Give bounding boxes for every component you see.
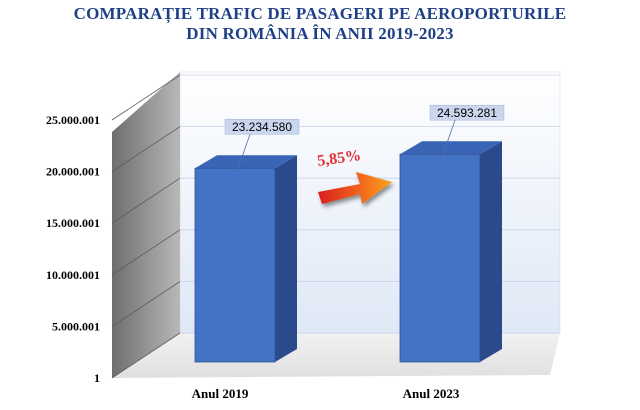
y-tick-label: 25.000.001 — [46, 113, 100, 127]
bar-side — [275, 155, 297, 362]
chart-title-line-1: COMPARAȚIE TRAFIC DE PASAGERI PE AEROPOR… — [73, 4, 567, 23]
bar-front — [399, 153, 481, 363]
bar-2 — [399, 141, 502, 363]
chart-title-line-2: DIN ROMÂNIA ÎN ANII 2019-2023 — [186, 24, 454, 43]
data-label-leader — [236, 134, 251, 172]
y-tick-label: 20.000.001 — [46, 165, 100, 179]
data-label-box — [224, 118, 300, 135]
data-label-box — [429, 104, 505, 121]
category-label: Anul 2019 — [192, 386, 249, 401]
y-tick-label: 1 — [94, 371, 100, 385]
side-gridline — [111, 229, 181, 276]
growth-arrow — [318, 172, 392, 204]
bar-front — [194, 167, 276, 363]
data-label: 23.234.580 — [232, 120, 292, 134]
data-label: 24.593.281 — [437, 106, 497, 120]
y-tick-label: 5.000.001 — [52, 319, 100, 333]
chart-title: COMPARAȚIE TRAFIC DE PASAGERI PE AEROPOR… — [0, 4, 640, 44]
side-gridline — [111, 74, 181, 121]
side-gridline — [111, 126, 181, 172]
bar-1 — [194, 155, 297, 363]
side-wall — [112, 72, 180, 378]
y-tick-label: 15.000.001 — [46, 216, 100, 230]
growth-percent-label: 5,85% — [316, 147, 362, 170]
bar-side — [480, 141, 502, 362]
bar-top — [400, 141, 502, 155]
category-label: Anul 2023 — [403, 386, 460, 401]
bar-top — [195, 155, 297, 169]
side-gridline — [111, 332, 181, 379]
side-gridline — [111, 281, 181, 327]
y-tick-label: 10.000.001 — [46, 268, 100, 282]
data-label-leader — [441, 120, 456, 158]
side-gridline — [111, 177, 181, 224]
